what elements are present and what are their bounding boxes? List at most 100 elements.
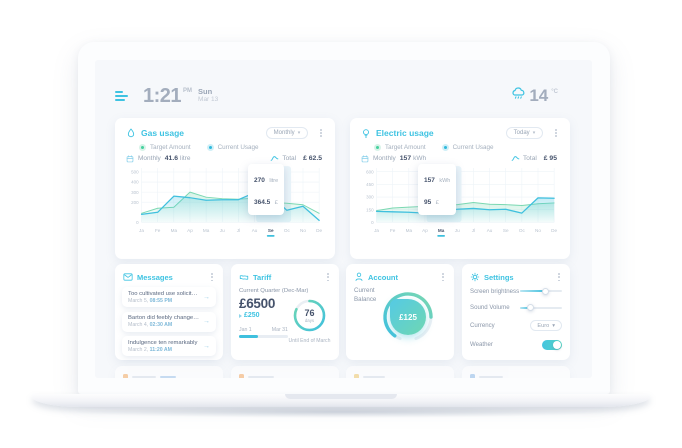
- tariff-caption: Until End of March: [288, 338, 331, 345]
- arrow-right-icon: →: [203, 318, 210, 326]
- gas-summary-value: 41.6: [164, 155, 178, 162]
- quarter-progress-bar[interactable]: [239, 335, 288, 338]
- tooltip-value: 95: [424, 199, 432, 207]
- gas-summary-label: Monthly: [138, 155, 161, 162]
- message-time: 11:20 AM: [149, 346, 172, 353]
- range-start-label: Jan 1: [239, 327, 252, 334]
- svg-text:400: 400: [131, 180, 139, 185]
- tooltip-unit: kWh: [439, 178, 451, 184]
- tariff-more-menu[interactable]: [325, 272, 331, 282]
- laptop-screen-frame: 1:21 PM Sun Mar 13 14 °C: [78, 42, 610, 394]
- message-item[interactable]: Barton did feebly change man March 4, 02…: [122, 311, 216, 332]
- gas-usage-chart[interactable]: 0 200 300 400 500 Ja Fe Ma Ap Ma Ju Jl Au Se Oc No De: [126, 164, 324, 240]
- days-remaining-ring: 76 days: [291, 297, 328, 334]
- currency-label: Currency: [470, 322, 495, 330]
- chevron-down-icon: ▾: [297, 130, 301, 136]
- weather-label: Weather: [470, 341, 493, 349]
- menu-icon[interactable]: [115, 86, 129, 106]
- time-display: 1:21: [143, 85, 182, 107]
- arrow-right-icon: →: [203, 293, 210, 301]
- account-more-menu[interactable]: [440, 272, 446, 282]
- stats-icon: [271, 156, 279, 161]
- svg-text:300: 300: [366, 195, 374, 200]
- target-dot-icon: [374, 144, 381, 151]
- electric-legend: Target Amount Current Usage: [374, 144, 559, 151]
- arrow-right-icon: →: [203, 342, 210, 350]
- person-icon: [355, 272, 363, 282]
- days-label: days: [304, 317, 315, 323]
- target-dot-icon: [139, 144, 146, 151]
- progress-fill: [239, 335, 258, 338]
- current-dot-icon: [206, 144, 214, 151]
- message-date: March 5,: [128, 297, 149, 304]
- meridiem-label: PM: [183, 88, 193, 94]
- electric-more-menu[interactable]: [553, 128, 559, 138]
- electric-period-dropdown[interactable]: Today ▾: [505, 127, 544, 139]
- gas-period-value: Monthly: [273, 130, 295, 136]
- brightness-label: Screen brightness: [470, 287, 520, 295]
- svg-text:Ap: Ap: [187, 228, 193, 233]
- slider-knob[interactable]: [526, 304, 534, 312]
- electric-card-title: Electric usage: [376, 128, 434, 138]
- electric-total-label: Total: [523, 155, 537, 162]
- svg-text:Se: Se: [503, 228, 509, 233]
- message-item[interactable]: Too cultivated use solicitude March 5, 0…: [122, 287, 216, 308]
- brightness-slider[interactable]: [520, 287, 562, 295]
- volume-slider[interactable]: [520, 304, 562, 312]
- current-dot-icon: [441, 144, 449, 151]
- svg-text:Oc: Oc: [519, 228, 526, 233]
- settings-more-menu[interactable]: [556, 272, 562, 282]
- rain-cloud-icon: [512, 87, 525, 99]
- temperature-unit: °C: [551, 89, 558, 95]
- tariff-amount: £6500: [239, 296, 276, 312]
- electric-usage-chart[interactable]: 0 150 300 450 600 Ja Fe Ma Ap Ma Ju Jl Au Se Oc No De: [361, 164, 559, 240]
- svg-text:Oc: Oc: [284, 228, 291, 233]
- cutoff-card: [462, 366, 570, 378]
- legend-target-label: Target Amount: [150, 144, 191, 151]
- gas-more-menu[interactable]: [318, 128, 324, 138]
- gas-summary: Monthly 41.6 litre Total £ 62.5: [126, 154, 324, 163]
- tooltip-value: 364.5: [254, 199, 271, 207]
- tooltip-value: 157: [424, 177, 435, 184]
- calendar-icon: [361, 154, 369, 162]
- laptop-base: [32, 394, 650, 407]
- svg-text:0: 0: [136, 220, 139, 225]
- electric-period-value: Today: [513, 130, 530, 136]
- electric-chart-tooltip: 157 kWh 95 £: [418, 164, 457, 215]
- gas-period-dropdown[interactable]: Monthly ▾: [265, 127, 309, 139]
- electric-summary-unit: kWh: [413, 155, 427, 162]
- svg-text:Au: Au: [487, 228, 493, 233]
- range-end-label: Mar 31: [271, 327, 288, 334]
- message-item[interactable]: Indulgence ten remarkably March 2, 11:20…: [122, 336, 216, 357]
- lightbulb-icon: [363, 128, 369, 138]
- legend-target-label: Target Amount: [385, 144, 426, 151]
- balance-value: £125: [399, 312, 417, 322]
- svg-text:200: 200: [131, 200, 139, 205]
- tooltip-unit: £: [435, 200, 439, 207]
- tariff-delta: £250: [244, 312, 260, 320]
- svg-text:Fe: Fe: [155, 228, 161, 233]
- balance-badge: £125: [390, 299, 426, 335]
- legend-current-label: Current Usage: [452, 144, 494, 151]
- weather-toggle[interactable]: [542, 339, 562, 350]
- svg-text:150: 150: [366, 207, 374, 212]
- chevron-down-icon: ▾: [532, 130, 536, 136]
- svg-text:No: No: [300, 228, 306, 233]
- currency-value: Euro: [537, 322, 550, 329]
- messages-more-menu[interactable]: [209, 272, 215, 282]
- electric-summary-label: Monthly: [373, 155, 396, 162]
- currency-dropdown[interactable]: Euro ▾: [530, 320, 562, 332]
- svg-text:De: De: [551, 228, 557, 233]
- days-value: 76: [304, 307, 315, 318]
- tooltip-unit: £: [274, 200, 278, 207]
- svg-text:Se: Se: [268, 228, 274, 233]
- slider-knob[interactable]: [542, 287, 550, 295]
- increase-arrow-icon: [239, 313, 242, 318]
- gas-total-label: Total: [282, 155, 297, 162]
- account-title: Account: [368, 272, 398, 282]
- svg-text:Ja: Ja: [139, 228, 144, 233]
- message-time: 02:30 AM: [149, 322, 173, 329]
- messages-title: Messages: [137, 272, 173, 282]
- cutoff-card: [231, 366, 339, 378]
